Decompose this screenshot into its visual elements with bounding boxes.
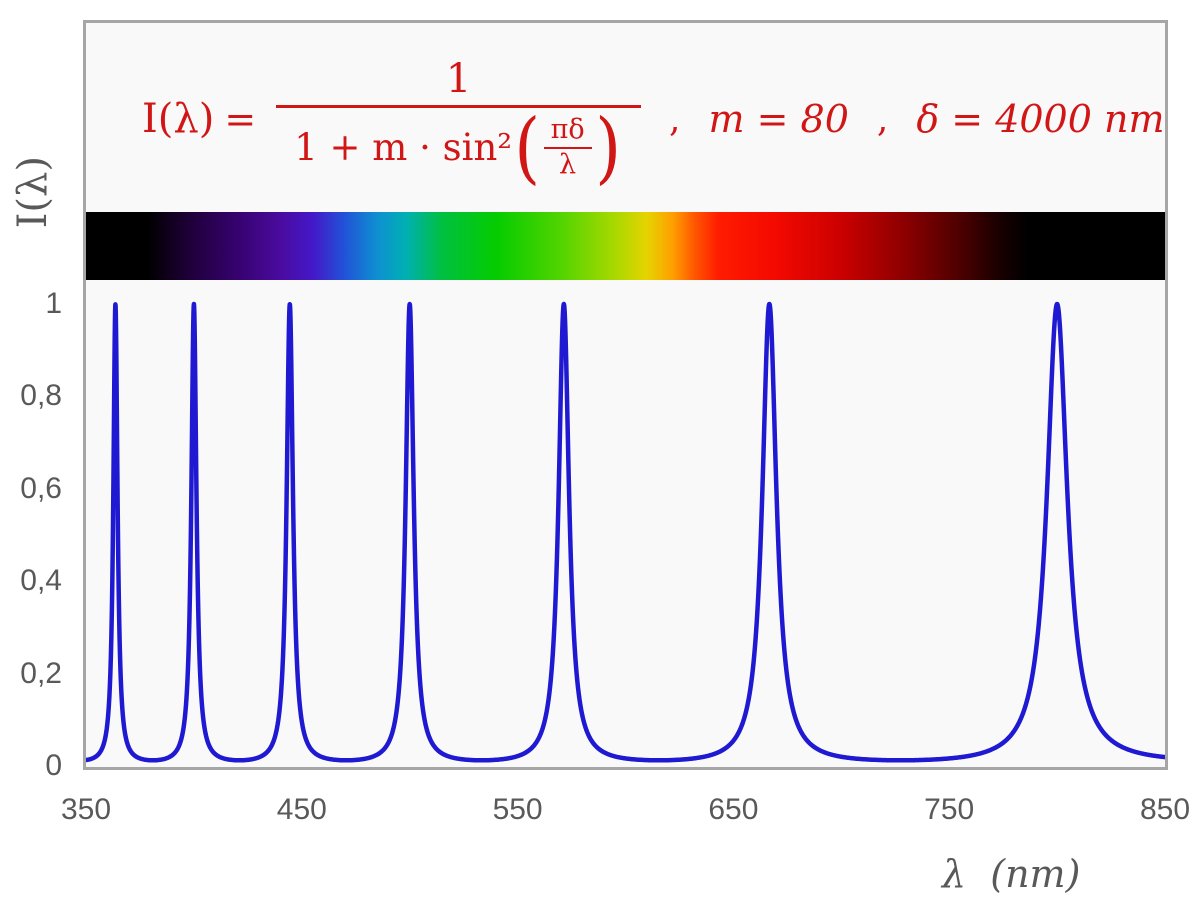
formula-equals: = [224,97,257,141]
parameter-delta: δ = 4000 nm [916,97,1165,141]
x-tick-label: 650 [708,793,759,826]
y-tick-label: 1 [45,287,62,320]
x-tick-label: 850 [1139,793,1191,826]
denominator-prefix: 1 + m · sin² [294,126,513,169]
fraction-denominator: 1 + m · sin² ( πδ λ ) [276,105,642,187]
inner-fraction: πδ λ [543,114,592,180]
x-tick-label: 550 [492,793,543,826]
y-tick-label: 0,4 [20,564,62,598]
formula-separator: , [669,98,681,140]
formula-lhs: I(λ) [142,96,215,142]
parameter-m: m = 80 [708,97,849,141]
formula-annotation: I(λ) = 1 1 + m · sin² ( πδ λ ) , m = 80 … [142,39,1165,199]
formula-separator: , [876,98,889,140]
x-axis-title: λ (nm) [942,852,1081,896]
y-tick-label: 0,8 [20,379,62,413]
inner-denominator: λ [543,146,592,180]
plot-area: I(λ) = 1 1 + m · sin² ( πδ λ ) , m = 80 … [83,20,1168,770]
y-tick-label: 0,6 [20,471,62,505]
formula-fraction: 1 1 + m · sin² ( πδ λ ) [276,56,642,187]
x-tick-label: 750 [924,793,975,826]
x-tick-label: 450 [276,793,327,826]
intensity-curve-layer [86,301,1165,763]
y-tick-label: 0 [45,749,62,782]
visible-spectrum-bar [86,212,1165,280]
fraction-numerator: 1 [445,56,472,103]
y-tick-label: 0,2 [20,656,62,690]
inner-numerator: πδ [550,114,585,146]
airy-function-curve [86,301,1165,763]
y-axis-tick-labels: 0 0,2 0,4 0,6 0,8 1 [0,0,64,924]
x-tick-label: 350 [60,793,112,826]
